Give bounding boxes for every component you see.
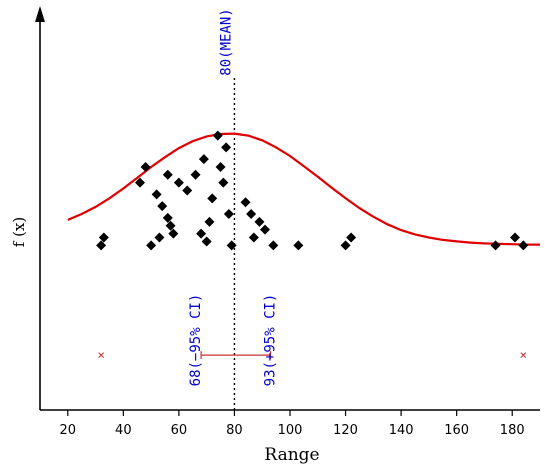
data-point <box>518 240 529 251</box>
x-tick-label: 160 <box>444 423 469 438</box>
ci-marker-stroke <box>98 352 104 358</box>
data-point <box>165 220 176 231</box>
ci-end-ticks <box>200 351 272 360</box>
data-point <box>168 228 179 239</box>
data-point <box>340 240 351 251</box>
data-point <box>248 232 259 243</box>
data-point <box>204 216 215 227</box>
data-point <box>151 189 162 200</box>
axes <box>35 6 540 411</box>
data-point <box>260 224 270 235</box>
ci-low-label: 68(−95% CI) <box>188 294 204 387</box>
data-point <box>346 232 357 243</box>
data-point <box>223 209 234 219</box>
data-point <box>198 154 209 165</box>
data-point <box>96 240 107 251</box>
ci-marker-stroke <box>520 352 527 358</box>
x-tick-label: 100 <box>278 423 303 438</box>
data-point <box>215 161 226 172</box>
data-point <box>162 169 173 180</box>
data-point <box>190 169 201 180</box>
data-point <box>510 232 520 243</box>
x-tick-label: 80 <box>226 423 243 438</box>
data-point <box>207 193 218 204</box>
x-tick-label: 20 <box>60 423 77 438</box>
mean-label: 80(MEAN) <box>218 8 234 75</box>
ci-marker-x <box>98 352 104 358</box>
y-axis-label: f (x) <box>10 217 28 247</box>
data-point <box>201 236 212 247</box>
data-points <box>96 130 529 251</box>
x-tick-label: 40 <box>115 423 132 438</box>
ci-markers <box>98 352 527 358</box>
data-point <box>196 228 207 239</box>
data-point <box>254 216 265 227</box>
data-point <box>135 177 145 188</box>
x-ticks: 20 40 60 80 100 120 140 160 180 <box>60 410 525 438</box>
ci-marker-x <box>520 352 527 358</box>
ci-high-label: 93(+95% CI) <box>263 294 279 387</box>
data-point <box>173 177 184 188</box>
data-point <box>157 201 168 212</box>
data-point <box>98 232 109 243</box>
x-tick-label: 120 <box>333 423 358 438</box>
data-point <box>490 240 501 251</box>
data-point <box>154 232 165 243</box>
y-axis-arrow <box>35 6 45 22</box>
data-point <box>212 130 223 141</box>
data-point <box>218 177 229 188</box>
data-point <box>226 240 237 251</box>
data-point <box>268 240 279 251</box>
data-point <box>240 197 251 208</box>
x-axis-label: Range <box>264 445 319 465</box>
data-point <box>246 209 257 219</box>
data-point <box>293 240 304 251</box>
data-point <box>146 240 157 251</box>
data-point <box>162 212 173 223</box>
x-tick-label: 180 <box>500 423 525 438</box>
data-point <box>140 161 151 172</box>
x-tick-label: 60 <box>171 423 188 438</box>
data-point <box>182 185 193 196</box>
data-point <box>221 142 232 153</box>
distribution-curve <box>67 132 540 246</box>
x-tick-label: 140 <box>389 423 414 438</box>
